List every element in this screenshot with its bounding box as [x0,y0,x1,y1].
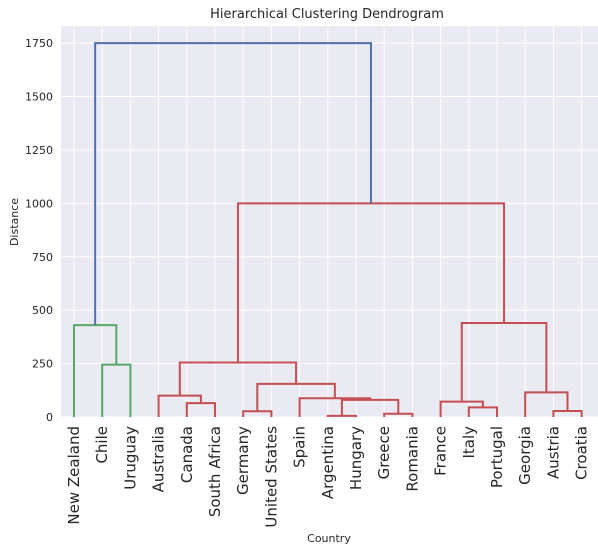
x-tick-label: United States [262,426,280,528]
x-tick-label: Austria [544,426,562,479]
dendrogram-link [524,391,569,417]
x-tick-label: Canada [178,426,196,483]
x-tick-label: France [432,426,450,476]
x-tick-label: Hungary [347,426,365,490]
x-tick-label: Portugal [488,426,506,488]
plot-background [61,26,598,417]
dendrogram-link [298,397,372,417]
y-tick-label: 1750 [25,37,53,50]
y-tick-label: 750 [32,251,53,264]
x-tick-label: Germany [234,426,252,495]
dendrogram-link [236,202,506,363]
dendrogram-links [73,42,583,417]
y-tick-label: 250 [32,358,53,371]
y-tick-label: 500 [32,304,53,317]
x-tick-label: South Africa [206,426,224,517]
dendrogram-link [94,42,372,326]
x-tick-label: Uruguay [121,426,139,490]
x-tick-label: Romania [403,426,421,492]
y-tick-label: 0 [46,411,53,424]
dendrogram-link [326,414,357,417]
x-tick-label: Australia [150,426,168,492]
x-tick-label: Italy [460,426,478,459]
x-tick-label: Spain [291,426,309,468]
x-tick-label: Georgia [516,426,534,485]
x-tick-label: Croatia [573,426,591,480]
x-tick-labels: New Zealand Chile Uruguay Australia Canada So… [65,426,591,528]
y-tick-label: 1000 [25,197,53,210]
dendrogram-link [157,394,202,417]
y-tick-label: 1500 [25,91,53,104]
x-tick-label: Chile [93,426,111,464]
dendrogram-link [73,324,118,417]
y-tick-labels: 0 250 500 750 1000 1250 1500 1750 [25,37,53,424]
x-tick-label: Greece [375,426,393,479]
x-tick-label: New Zealand [65,426,83,525]
y-axis-label: Distance [8,198,21,246]
dendrogram-link [256,382,336,412]
chart-title: Hierarchical Clustering Dendrogram [210,7,444,22]
grid-lines [61,26,598,418]
x-axis-label: Country [307,532,351,545]
x-tick-label: Argentina [319,426,337,499]
y-tick-label: 1250 [25,144,53,157]
